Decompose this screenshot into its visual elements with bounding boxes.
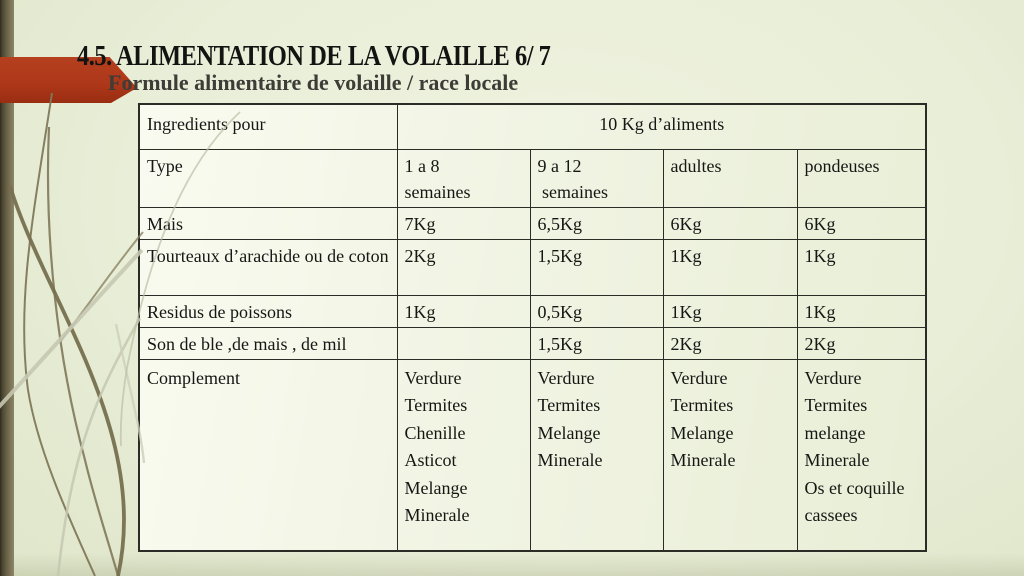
cell-value: 1Kg xyxy=(796,294,927,328)
cell-value: 2Kg xyxy=(662,326,798,360)
cell-value: 1Kg xyxy=(396,294,531,328)
table-row-type: Type 1 a 8 semaines 9 a 12 semaines adul… xyxy=(138,148,927,208)
cell-row-label: Mais xyxy=(138,206,398,240)
table-row-tourteaux: Tourteaux d’arachide ou de coton 2Kg 1,5… xyxy=(138,238,927,296)
cell-merged-header: 10 Kg d’aliments xyxy=(396,103,927,150)
cell-value: 6,5Kg xyxy=(529,206,664,240)
cell-row-label: Complement xyxy=(138,358,398,552)
cell-value: 6Kg xyxy=(796,206,927,240)
cell-type-label: Type xyxy=(138,148,398,208)
cell-value: 1Kg xyxy=(662,238,798,296)
cell-ingredients-header: Ingredients pour xyxy=(138,103,398,150)
cell-value: 1Kg xyxy=(662,294,798,328)
cell-value: Verdure Termites Chenille Asticot Melang… xyxy=(396,358,531,552)
cell-value: Verdure Termites melange Minerale Os et … xyxy=(796,358,927,552)
table-row-mais: Mais 7Kg 6,5Kg 6Kg 6Kg xyxy=(138,206,927,240)
cell-row-label: Son de ble ,de mais , de mil xyxy=(138,326,398,360)
cell-value: 1Kg xyxy=(796,238,927,296)
cell-value: 2Kg xyxy=(396,238,531,296)
cell-value: 7Kg xyxy=(396,206,531,240)
cell-row-label: Residus de poissons xyxy=(138,294,398,328)
cell-value: 2Kg xyxy=(796,326,927,360)
cell-value: 0,5Kg xyxy=(529,294,664,328)
slide-title: 4.5. ALIMENTATION DE LA VOLAILLE 6/ 7 xyxy=(77,41,551,72)
feed-formula-table: Ingredients pour 10 Kg d’aliments Type 1… xyxy=(138,103,928,552)
table-row-residus: Residus de poissons 1Kg 0,5Kg 1Kg 1Kg xyxy=(138,294,927,328)
cell-value: 6Kg xyxy=(662,206,798,240)
cell-type-col1: 1 a 8 semaines xyxy=(396,148,531,208)
table-row-son-de-ble: Son de ble ,de mais , de mil 1,5Kg 2Kg 2… xyxy=(138,326,927,360)
cell-type-col4: pondeuses xyxy=(796,148,927,208)
cell-value xyxy=(396,326,531,360)
cell-value: Verdure Termites Melange Minerale xyxy=(662,358,798,552)
table-row-complement: Complement Verdure Termites Chenille Ast… xyxy=(138,358,927,552)
table-row-header: Ingredients pour 10 Kg d’aliments xyxy=(138,103,927,150)
cell-row-label: Tourteaux d’arachide ou de coton xyxy=(138,238,398,296)
cell-type-col2: 9 a 12 semaines xyxy=(529,148,664,208)
cell-value: 1,5Kg xyxy=(529,238,664,296)
cell-type-col3: adultes xyxy=(662,148,798,208)
cell-value: Verdure Termites Melange Minerale xyxy=(529,358,664,552)
cell-value: 1,5Kg xyxy=(529,326,664,360)
slide-subtitle: Formule alimentaire de volaille / race l… xyxy=(108,70,519,95)
